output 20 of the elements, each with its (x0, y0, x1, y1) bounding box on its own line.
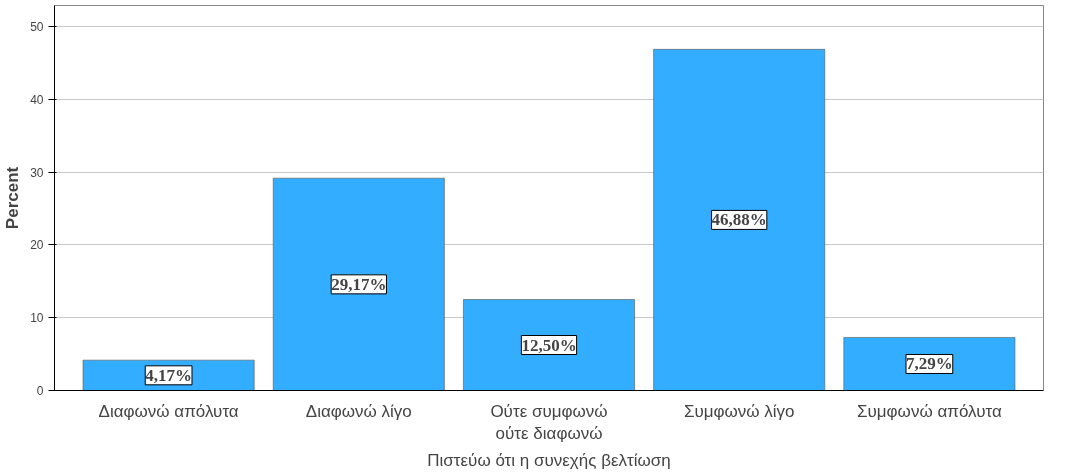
bar (272, 177, 445, 391)
data-label: 12,50% (521, 335, 577, 355)
bar (653, 49, 826, 391)
y-tick-label: 50 (30, 20, 44, 35)
data-label: 7,29% (906, 354, 953, 374)
x-tick-label: Συμφωνώ απόλυτα (857, 401, 1002, 421)
bar (463, 299, 635, 391)
bar (843, 337, 1016, 391)
x-axis-title: Πιστεύω ότι η συνεχής βελτίωση (427, 451, 671, 471)
y-tick-label: 30 (30, 165, 44, 180)
y-tick-label: 20 (30, 238, 44, 253)
x-tick-label: Ούτε συμφωνώ ούτε διαφωνώ (490, 401, 608, 444)
y-axis-title: Percent (3, 166, 23, 230)
data-label: 29,17% (331, 274, 387, 294)
x-tick-label: Διαφωνώ απόλυτα (98, 401, 239, 421)
y-tick-label: 0 (36, 384, 44, 398)
y-tick-label: 10 (30, 311, 44, 326)
x-tick-label: Συμφωνώ λίγο (683, 401, 795, 421)
x-tick-label: Διαφωνώ λίγο (305, 401, 412, 421)
y-tick-label: 40 (30, 92, 44, 107)
